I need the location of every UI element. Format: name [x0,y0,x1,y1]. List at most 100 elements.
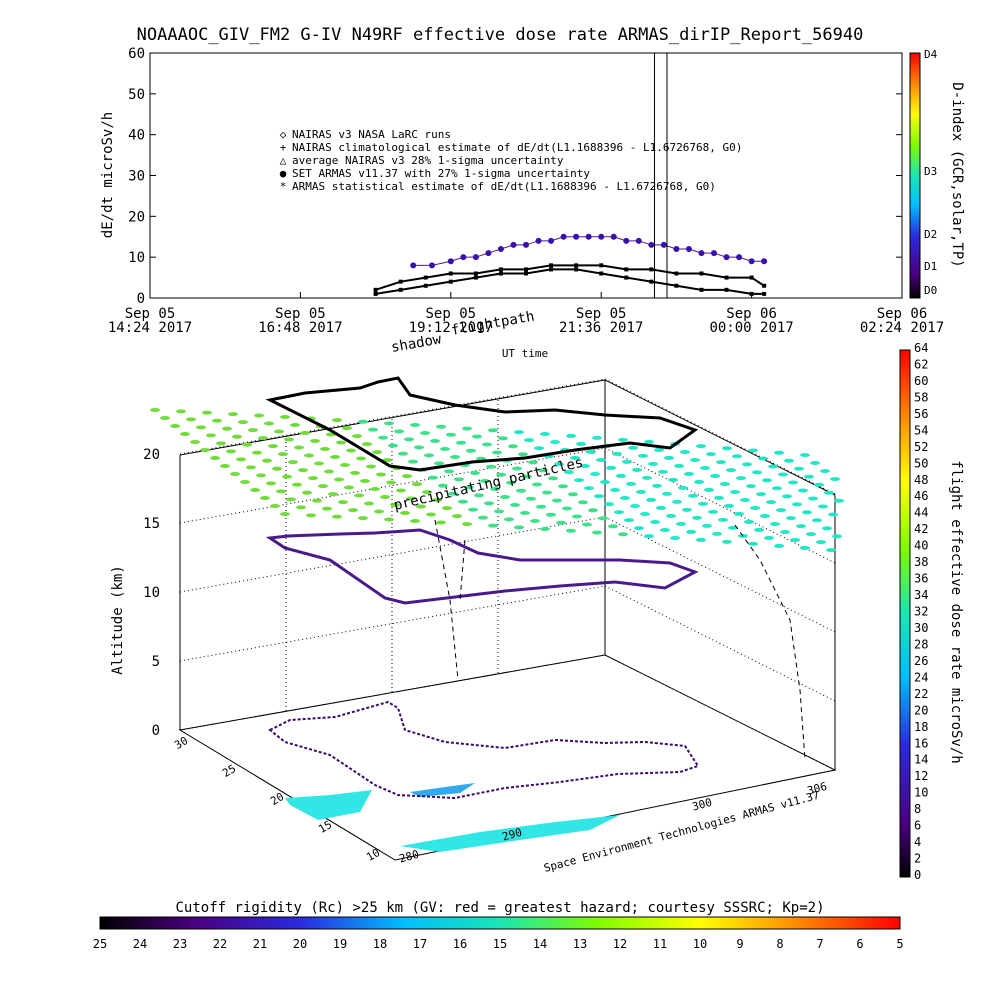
particle-marker [228,412,238,417]
particle-marker [674,463,684,468]
particle-marker [378,435,388,440]
particle-marker [334,477,344,482]
particle-marker [592,530,602,535]
particle-marker [536,504,546,509]
particle-marker [348,508,358,513]
cutoff-tick: 16 [453,937,467,951]
series-0-point [472,254,479,261]
altitude-tick: 15 [143,516,160,532]
particle-marker [366,464,376,469]
y-tick-label: 30 [128,169,145,185]
particle-marker [470,471,480,475]
series-1-point [699,271,704,276]
series-2-point [498,271,503,276]
particle-marker [614,510,624,515]
particle-marker [430,439,440,443]
longitude-tick: 306 [806,780,829,798]
particle-marker [416,504,426,509]
particle-marker [352,434,362,439]
altitude-tick: 10 [143,585,160,601]
particle-marker [258,436,268,441]
y-tick-label: 0 [137,291,145,307]
x-axis-label: UT time [502,347,548,360]
series-2-point [749,291,754,296]
particle-marker [514,525,524,530]
shadow-patch-1 [285,790,372,820]
particle-marker [284,437,294,442]
series-0-point [447,258,454,265]
series-0-point [736,254,743,261]
dose-rate-tick: 38 [914,555,928,569]
particle-marker [448,491,458,496]
particle-marker [624,518,634,523]
legend-symbol: ◇ [280,128,287,141]
particle-marker [800,546,810,550]
particle-marker [380,495,390,499]
dose-rate-tick: 18 [914,720,928,734]
particle-marker [756,492,766,497]
particle-marker [538,468,548,473]
particle-marker [582,522,592,527]
particle-marker [632,467,642,472]
d-index-colorbar [909,52,921,299]
series-1-point [574,263,579,268]
particle-marker [726,468,736,473]
particle-marker [794,466,804,471]
particle-marker [778,472,788,477]
d-index-tick: D0 [924,284,937,297]
particle-marker [766,500,776,505]
particle-marker [678,485,688,490]
dose-rate-tick: 6 [914,819,921,833]
d-index-ticks: D0 D1 D2 D3 D4 [924,48,938,297]
latitude-tick: 10 [364,846,382,864]
particle-marker [798,488,808,493]
particle-marker [436,520,446,525]
particle-marker [568,492,578,497]
particle-marker [340,463,350,467]
particle-marker [728,525,738,530]
series-2-point [524,271,528,276]
dose-rate-tick: 24 [914,670,928,684]
particle-marker [540,432,550,436]
y-axis-ticks: 0 10 20 30 40 50 60 [128,46,902,307]
x-tick-date: Sep 06 [877,306,928,322]
cutoff-colorbar-label: Cutoff rigidity (Rc) >25 km (GV: red = g… [175,900,824,916]
legend-entry: ARMAS statistical estimate of dE/dt(L1.1… [292,180,716,193]
particle-marker [596,457,606,462]
particle-marker [610,488,620,492]
particle-marker [636,489,646,494]
dose-rate-tick: 28 [914,637,928,651]
particle-marker [570,456,580,460]
particle-marker [322,506,332,511]
particle-marker [642,475,652,480]
series-0-point [635,237,642,244]
particle-marker [308,476,318,481]
y-tick-label: 50 [128,87,145,103]
flightpath-track [265,376,699,472]
x-tick-time: 00:00 2017 [709,320,793,336]
figure-title: NOAAAOC_GIV_FM2 G-IV N49RF effective dos… [137,25,864,45]
particle-marker [770,522,780,526]
particle-marker [310,439,320,443]
particle-marker [628,445,638,450]
cutoff-tick: 11 [653,937,667,951]
particle-marker [400,511,410,515]
particle-marker [306,513,316,518]
particle-marker [514,430,524,435]
legend-symbol: △ [280,154,287,167]
particle-marker [330,455,340,459]
dose-rate-tick: 4 [914,835,921,849]
particle-marker [644,439,654,444]
series-0-point [660,241,667,248]
legend-entry: NAIRAS climatological estimate of dE/dt(… [292,141,742,154]
series-2-point [549,267,554,272]
particle-marker [410,519,420,523]
particle-marker [526,496,536,501]
particle-marker [176,409,186,414]
dose-rate-tick: 42 [914,522,928,536]
series-0-line [413,236,765,266]
series-2-point [574,267,579,272]
legend-symbol: ● [280,167,287,180]
